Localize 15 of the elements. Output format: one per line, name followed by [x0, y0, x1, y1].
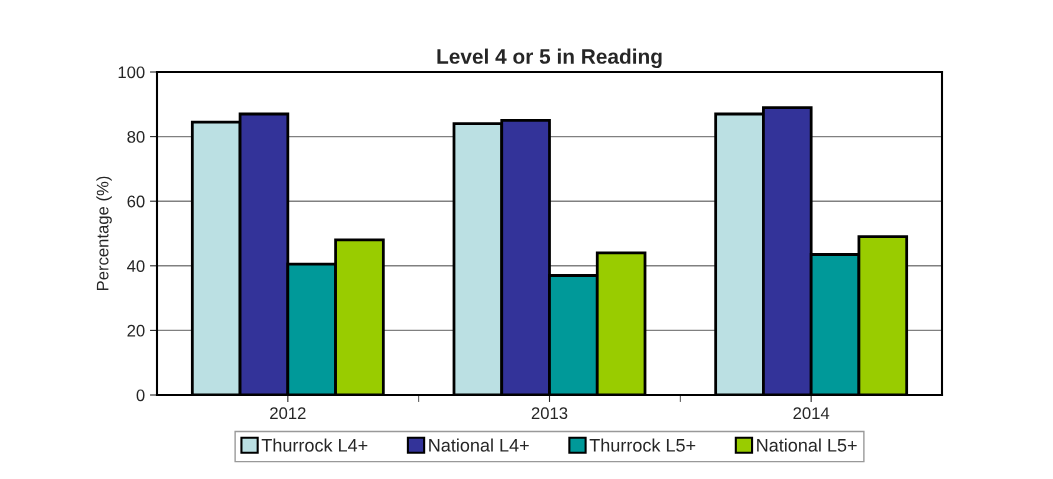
- x-tick-label: 2013: [531, 407, 568, 420]
- chart-title: Level 4 or 5 in Reading: [437, 48, 662, 69]
- y-tick-label: 100: [118, 66, 145, 79]
- legend-label: National L5+: [757, 438, 857, 452]
- x-tick-label: 2014: [793, 407, 830, 420]
- y-tick-label: 60: [127, 195, 145, 208]
- y-tick-label: 80: [127, 131, 145, 143]
- y-axis-title: Percentage (%): [96, 176, 112, 291]
- x-tick-label: 2012: [270, 407, 306, 420]
- legend-label: Thurrock L5+: [589, 438, 696, 452]
- y-tick-label: 20: [127, 324, 145, 337]
- legend-label: Thurrock L4+: [261, 438, 368, 452]
- legend-label: National L4+: [429, 438, 529, 452]
- y-tick-label: 0: [136, 389, 145, 402]
- y-tick-label: 40: [127, 260, 145, 272]
